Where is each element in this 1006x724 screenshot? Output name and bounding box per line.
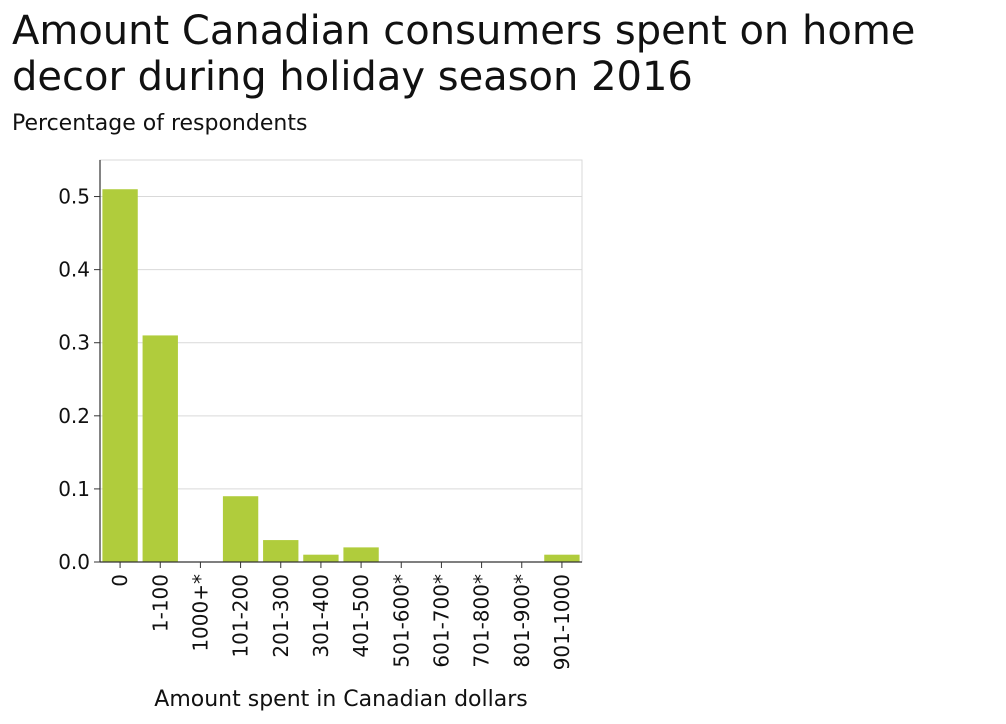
y-tick-label: 0.1 [58,477,90,501]
x-tick-label: 901-1000 [550,574,574,670]
x-tick-label: 1-100 [148,574,172,632]
y-tick-label: 0.4 [58,258,90,282]
bar-1-100 [142,335,178,562]
y-tick-label: 0.3 [58,331,90,355]
bar-901-1000 [544,554,580,562]
x-ticks: 0 1-100 1000+* 101-200 201-300 301-400 401-500… [108,562,574,670]
chart-title: Amount Canadian consumers spent on home … [12,8,916,100]
x-tick-label: 701-800* [470,574,494,668]
x-axis-label: Amount spent in Canadian dollars [154,687,528,712]
y-axis-label: Percentage of respondents [12,111,308,136]
x-tick-label: 801-900* [510,574,534,668]
y-ticks: 0.0 0.1 0.2 0.3 0.4 0.5 [58,185,100,574]
bar-401-500 [343,547,379,562]
y-tick-label: 0.5 [58,185,90,209]
bar-0 [102,189,138,562]
x-tick-label: 301-400 [309,574,333,658]
bars [102,189,580,562]
x-tick-label: 0 [108,574,132,587]
x-tick-label: 201-300 [269,574,293,658]
x-tick-label: 401-500 [349,574,373,658]
axes [99,160,582,563]
bar-201-300 [263,540,299,562]
x-tick-label: 601-700* [429,574,453,668]
x-tick-label: 501-600* [389,574,413,668]
bar-301-400 [303,554,339,562]
bar-101-200 [222,496,259,562]
y-tick-label: 0.0 [58,550,90,574]
x-tick-label: 1000+* [188,574,212,652]
x-tick-label: 101-200 [229,574,253,658]
y-tick-label: 0.2 [58,404,90,428]
